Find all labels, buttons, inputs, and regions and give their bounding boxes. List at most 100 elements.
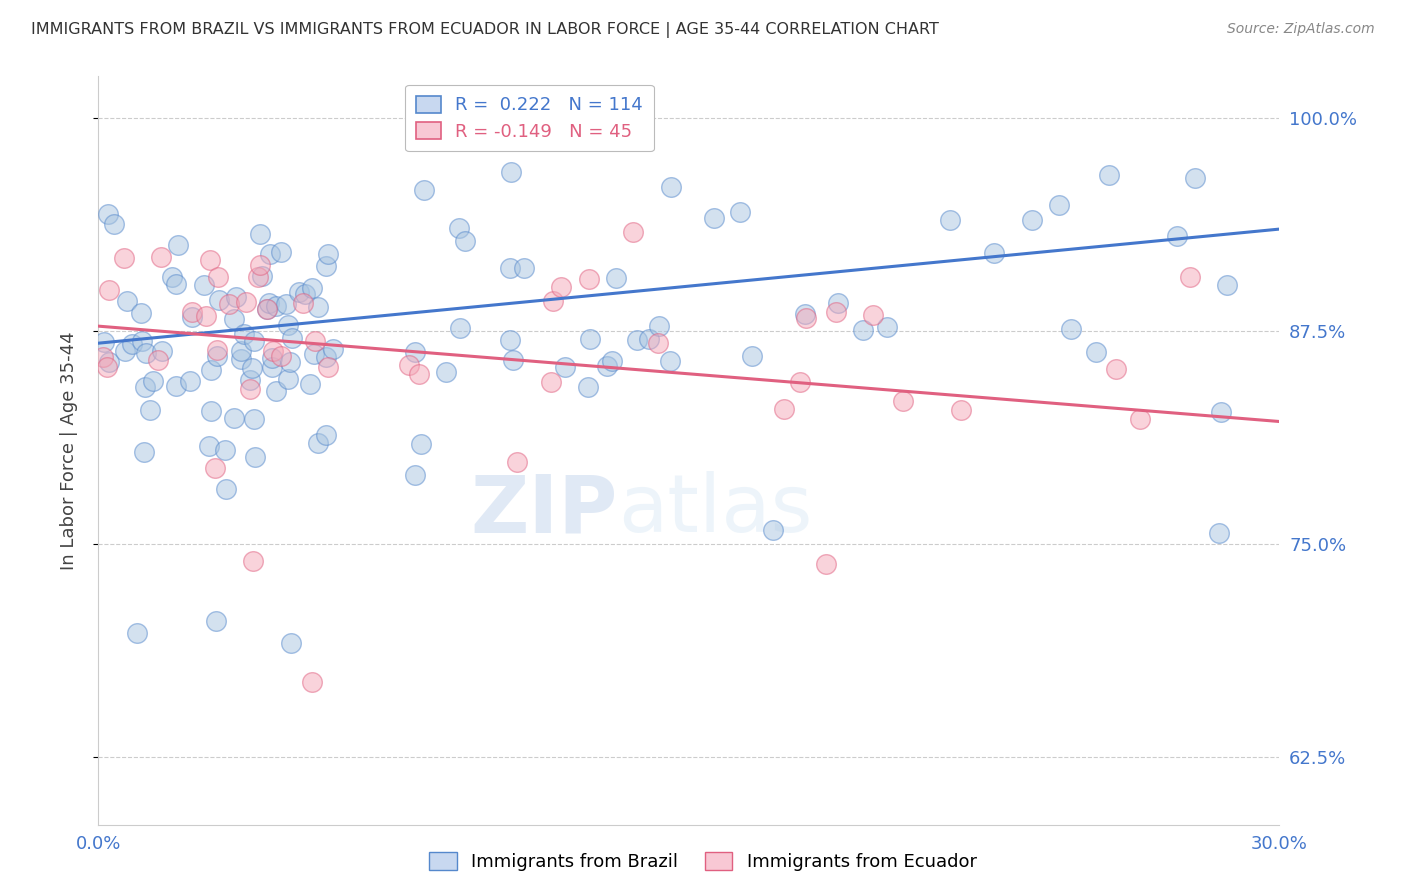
Point [207,343,229,358]
Point [827,296,849,310]
Point [576,380,599,394]
Point [318,247,340,261]
Point [207,269,229,284]
Point [506,455,529,469]
Point [277,318,299,332]
Legend: R =  0.222   N = 114, R = -0.149   N = 45: R = 0.222 N = 114, R = -0.149 N = 45 [405,85,654,152]
Point [449,321,471,335]
Point [299,376,322,391]
Point [304,334,326,349]
Point [260,351,283,365]
Point [550,280,572,294]
Point [413,183,436,197]
Point [200,253,222,268]
Point [224,410,246,425]
Point [449,220,471,235]
Point [115,293,138,308]
Point [408,367,430,381]
Point [638,332,661,346]
Point [1085,344,1108,359]
Point [243,412,266,426]
Point [242,554,264,568]
Text: atlas: atlas [619,471,813,549]
Point [862,308,884,322]
Point [91,350,114,364]
Point [152,344,174,359]
Point [499,260,522,275]
Point [1166,229,1188,244]
Point [218,297,240,311]
Point [1184,170,1206,185]
Point [97,354,120,368]
Point [579,332,602,346]
Point [315,350,337,364]
Point [235,294,257,309]
Point [291,296,314,310]
Point [541,293,564,308]
Point [256,302,278,317]
Point [277,372,299,386]
Point [262,343,284,358]
Point [825,305,848,319]
Point [512,260,534,275]
Point [266,384,288,399]
Point [270,245,292,260]
Point [165,277,187,292]
Point [596,359,619,374]
Point [257,296,280,310]
Point [294,287,316,301]
Point [540,375,562,389]
Point [96,359,118,374]
Point [243,334,266,349]
Point [814,557,837,571]
Point [1209,405,1232,419]
Point [741,349,763,363]
Point [205,350,228,364]
Point [135,345,157,359]
Point [796,311,818,326]
Point [142,374,165,388]
Point [250,268,273,283]
Point [852,323,875,337]
Point [659,180,682,194]
Point [229,343,252,358]
Point [728,205,751,219]
Point [288,285,311,299]
Point [232,327,254,342]
Point [93,335,115,350]
Point [247,269,270,284]
Point [502,352,524,367]
Point [501,165,523,179]
Point [1129,412,1152,426]
Point [194,309,217,323]
Point [127,626,149,640]
Point [131,334,153,348]
Point [1098,168,1121,182]
Point [499,333,522,347]
Point [112,251,135,265]
Point [1180,270,1202,285]
Legend: Immigrants from Brazil, Immigrants from Ecuador: Immigrants from Brazil, Immigrants from … [422,846,984,879]
Point [703,211,725,226]
Point [307,435,329,450]
Point [281,331,304,345]
Point [307,300,329,314]
Point [249,227,271,241]
Point [103,217,125,231]
Point [398,358,420,372]
Point [160,270,183,285]
Point [605,270,627,285]
Point [270,349,292,363]
Point [404,345,426,359]
Point [132,445,155,459]
Point [322,342,344,356]
Point [1021,212,1043,227]
Point [165,379,187,393]
Point [260,360,283,375]
Point [225,290,247,304]
Point [215,482,238,496]
Point [114,343,136,358]
Text: IMMIGRANTS FROM BRAZIL VS IMMIGRANTS FROM ECUADOR IN LABOR FORCE | AGE 35-44 COR: IMMIGRANTS FROM BRAZIL VS IMMIGRANTS FRO… [31,22,939,38]
Point [134,380,156,394]
Point [1060,321,1083,335]
